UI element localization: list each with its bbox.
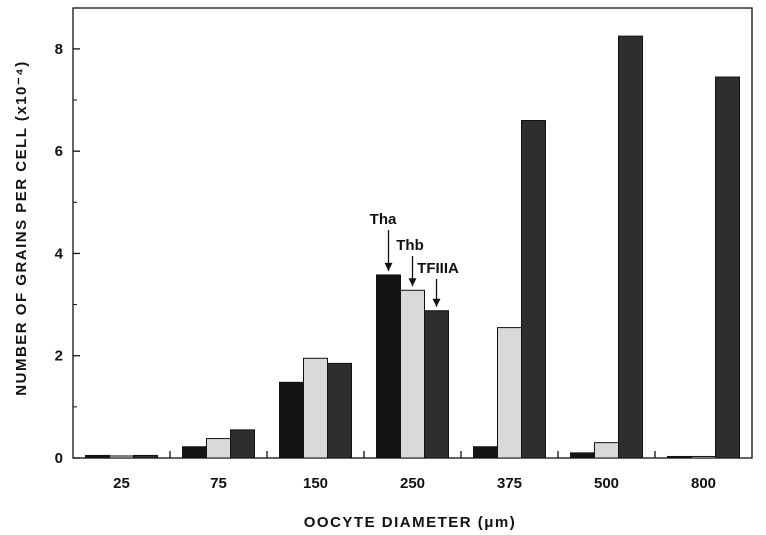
x-tick-label-250: 250 [400, 475, 425, 492]
bar-Thb-75 [206, 438, 231, 459]
annotation-label-Tha: Tha [370, 211, 397, 228]
bar-Tha-75 [182, 446, 207, 459]
x-tick-label-800: 800 [691, 475, 716, 492]
x-tick-label-500: 500 [594, 475, 619, 492]
y-axis-title: NUMBER OF GRAINS PER CELL (x10⁻⁴) [13, 60, 30, 395]
bars-group [85, 35, 740, 459]
x-tick-label-25: 25 [113, 475, 130, 492]
annotations-group: Tha Thb TFIIIA [370, 211, 459, 307]
bar-Thb-25 [109, 455, 134, 459]
y-tick-label-0: 0 [55, 450, 63, 467]
bar-Thb-250 [400, 289, 425, 459]
bar-Tha-500 [570, 452, 595, 459]
y-tick-label-2: 2 [55, 348, 63, 365]
y-tick-label-4: 4 [55, 245, 64, 262]
x-tick-label-75: 75 [210, 475, 227, 492]
ticks-group: 0 2 4 6 8 25 75 150 250 375 500 800 [55, 41, 716, 492]
x-axis-title: OOCYTE DIAMETER (μm) [304, 514, 517, 531]
annotation-label-Thb: Thb [396, 237, 424, 254]
bar-TFIIIA-250 [424, 310, 449, 459]
bar-Thb-150 [303, 357, 328, 459]
bar-Thb-375 [497, 327, 522, 459]
bar-Thb-800 [691, 455, 716, 459]
bar-TFIIIA-500 [618, 35, 643, 459]
annotation-label-TFIIIA: TFIIIA [417, 260, 459, 277]
x-tick-label-375: 375 [497, 475, 522, 492]
bar-TFIIIA-25 [133, 454, 158, 459]
bar-Tha-800 [667, 455, 692, 459]
y-tick-label-8: 8 [55, 41, 63, 58]
bar-TFIIIA-150 [327, 362, 352, 459]
annotation-arrowhead-TFIIIA [432, 298, 441, 307]
bar-TFIIIA-75 [230, 429, 255, 459]
annotation-arrowhead-Tha [384, 262, 393, 271]
bar-Tha-25 [85, 454, 110, 459]
y-tick-label-6: 6 [55, 143, 63, 160]
bar-Thb-500 [594, 442, 619, 459]
bar-Tha-250 [376, 274, 401, 459]
bar-TFIIIA-375 [521, 120, 546, 459]
annotation-arrowhead-Thb [408, 278, 417, 287]
bar-Tha-150 [279, 381, 304, 459]
x-tick-label-150: 150 [303, 475, 328, 492]
bar-Tha-375 [473, 446, 498, 459]
bar-TFIIIA-800 [715, 76, 740, 459]
